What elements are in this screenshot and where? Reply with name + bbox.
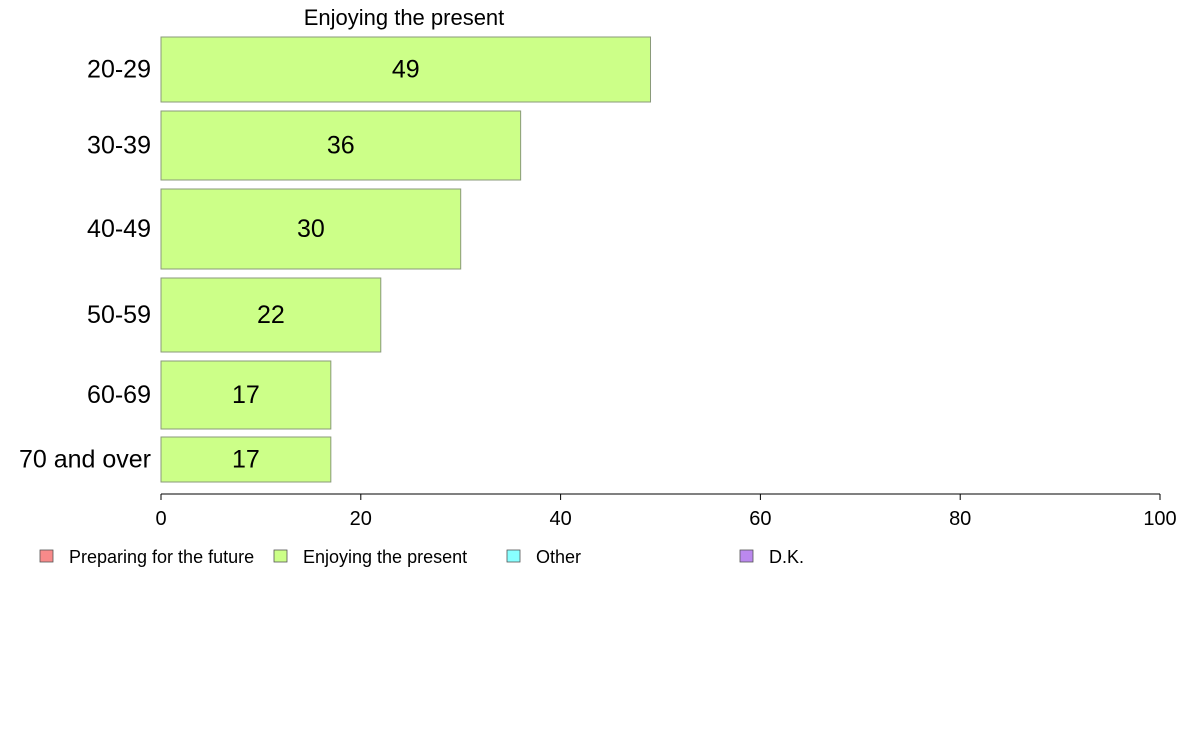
x-axis: 0 20 40 60 80 100 — [155, 493, 1177, 530]
x-tick-label: 20 — [350, 508, 372, 530]
legend-swatch — [39, 549, 54, 563]
x-tick-label: 60 — [749, 508, 771, 530]
bar — [160, 360, 332, 430]
category-label: 30-39 — [87, 132, 151, 160]
data-label: 22 — [257, 301, 285, 329]
bar — [160, 436, 332, 483]
data-label: 17 — [232, 446, 260, 474]
data-label: 49 — [392, 56, 420, 84]
chart-title: Enjoying the present — [304, 5, 505, 30]
x-tick-label: 0 — [155, 508, 166, 530]
legend: Preparing for the future Enjoying the pre… — [39, 547, 804, 567]
category-label: 50-59 — [87, 301, 151, 329]
data-label: 30 — [297, 215, 325, 243]
x-tick-label: 80 — [949, 508, 971, 530]
legend-swatch — [273, 549, 288, 563]
x-tick-label: 40 — [549, 508, 571, 530]
category-label: 40-49 — [87, 215, 151, 243]
data-label: 17 — [232, 381, 260, 409]
bar — [160, 277, 382, 353]
legend-swatch — [739, 549, 754, 563]
bar — [160, 36, 652, 103]
bar — [160, 188, 462, 270]
bar — [160, 110, 522, 181]
category-label: 20-29 — [87, 56, 151, 84]
legend-label: D.K. — [769, 547, 804, 567]
legend-label: Other — [536, 547, 581, 567]
category-label: 70 and over — [19, 446, 151, 474]
legend-label: Enjoying the present — [303, 547, 467, 567]
x-tick-label: 100 — [1143, 508, 1176, 530]
bars-group: 20-29 49 30-39 36 40-49 30 50-59 22 60-69 17 70 an… — [19, 36, 652, 483]
legend-swatch — [506, 549, 521, 563]
category-label: 60-69 — [87, 381, 151, 409]
legend-label: Preparing for the future — [69, 547, 254, 567]
data-label: 36 — [327, 132, 355, 160]
